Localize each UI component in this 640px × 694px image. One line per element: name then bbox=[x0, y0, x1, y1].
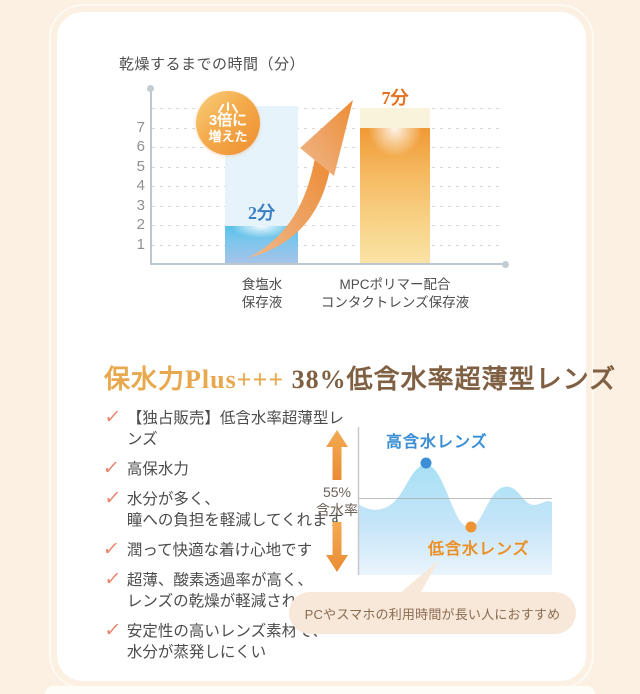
list-item: ✓ 【独占販売】低含水率超薄型レンズ bbox=[103, 407, 348, 450]
chart-title: 乾燥するまでの時間（分） bbox=[119, 56, 306, 73]
y-tick-7: 7 bbox=[136, 119, 145, 136]
y-tick-2: 2 bbox=[136, 216, 145, 233]
check-icon: ✓ bbox=[101, 539, 121, 560]
check-icon: ✓ bbox=[103, 569, 123, 590]
percent-value: 55% bbox=[322, 484, 352, 500]
water-content-wave-chart bbox=[357, 427, 552, 575]
list-item: ✓ 潤って快適な着け心地です bbox=[101, 539, 348, 561]
feature-text: レンズの乾燥が軽減されます bbox=[126, 593, 329, 610]
list-item: ✓ 高保水力 bbox=[101, 458, 348, 480]
gridline bbox=[152, 225, 500, 226]
bar-value-mpc: 7分 bbox=[381, 88, 409, 108]
gridline bbox=[152, 108, 500, 109]
feature-text: 安定性の高いレンズ素材で、 bbox=[126, 623, 328, 640]
list-item: ✓ 安定性の高いレンズ素材で、 水分が蒸発しにくい bbox=[103, 620, 348, 663]
check-icon: ✓ bbox=[103, 620, 123, 641]
low-water-marker bbox=[465, 521, 477, 533]
check-icon: ✓ bbox=[103, 407, 123, 428]
recommendation-text: PCやスマホの利用時間が長い人におすすめ bbox=[304, 606, 561, 622]
high-water-label: 高含水レンズ bbox=[386, 434, 488, 451]
category-label-mpc: MPCポリマー配合 コンタクトレンズ保存液 bbox=[305, 276, 485, 312]
percent-unit: 含水率 bbox=[316, 502, 358, 518]
check-icon: ✓ bbox=[101, 458, 121, 479]
gridline bbox=[152, 206, 500, 207]
sparkle-icon bbox=[218, 102, 238, 113]
x-axis-line bbox=[150, 263, 507, 265]
feature-text: 水分が蒸発しにくい bbox=[126, 644, 267, 661]
y-tick-6: 6 bbox=[136, 138, 145, 155]
badge-text-line2: 増えた bbox=[208, 129, 248, 144]
gridline bbox=[152, 245, 500, 246]
category-label-saline: 食塩水 保存液 bbox=[222, 276, 302, 312]
y-axis-end-dot bbox=[147, 85, 154, 92]
arrow-down-icon bbox=[326, 522, 348, 572]
category-line: コンタクトレンズ保存液 bbox=[320, 295, 470, 310]
category-line: 保存液 bbox=[241, 295, 283, 310]
x-axis-end-dot bbox=[502, 261, 509, 268]
list-item: ✓ 水分が多く、瞳への負担を軽減してくれます bbox=[103, 488, 348, 531]
y-tick-5: 5 bbox=[136, 158, 145, 175]
headline-main: 38%低含水率超薄型レンズ bbox=[284, 365, 617, 394]
water-content-axis-label: 55% 含水率 bbox=[312, 483, 362, 519]
feature-text: 【独占販売】低含水率超薄型レンズ bbox=[126, 410, 344, 448]
check-icon: ✓ bbox=[103, 488, 123, 509]
high-water-marker bbox=[420, 457, 432, 469]
feature-text: 水分が多く、 bbox=[126, 491, 220, 508]
y-tick-4: 4 bbox=[136, 177, 145, 194]
badge-text-line1: 3倍に bbox=[208, 112, 248, 129]
bar-value-saline: 2分 bbox=[248, 203, 275, 223]
gridline bbox=[152, 186, 500, 187]
arrow-up-icon bbox=[326, 430, 348, 480]
next-section-panel-top bbox=[45, 686, 595, 694]
feature-list: ✓ 【独占販売】低含水率超薄型レンズ ✓ 高保水力 ✓ 水分が多く、瞳への負担を… bbox=[101, 407, 348, 672]
y-axis-line bbox=[150, 90, 152, 265]
list-item: ✓ 超薄、酸素透過率が高く、 レンズの乾燥が軽減されます bbox=[103, 569, 348, 612]
low-water-label: 低含水レンズ bbox=[428, 541, 530, 558]
feature-text: 高保水力 bbox=[126, 461, 189, 478]
increase-badge: 3倍に 増えた bbox=[196, 91, 260, 155]
y-tick-3: 3 bbox=[136, 197, 145, 214]
category-line: MPCポリマー配合 bbox=[339, 277, 451, 292]
feature-text: 潤って快適な着け心地です bbox=[126, 542, 313, 559]
increase-arrow-icon bbox=[248, 100, 353, 258]
section-headline: 保水力Plus+++ 38%低含水率超薄型レンズ bbox=[104, 359, 615, 396]
category-line: 食塩水 bbox=[241, 277, 283, 292]
y-tick-1: 1 bbox=[136, 236, 145, 253]
headline-accent: 保水力Plus+++ bbox=[104, 365, 285, 394]
bar-mpc bbox=[360, 128, 430, 264]
feature-text: 瞳への負担を軽減してくれます bbox=[126, 512, 343, 529]
feature-text: 超薄、酸素透過率が高く、 bbox=[126, 572, 313, 589]
recommendation-bubble: PCやスマホの利用時間が長い人におすすめ bbox=[289, 592, 576, 634]
